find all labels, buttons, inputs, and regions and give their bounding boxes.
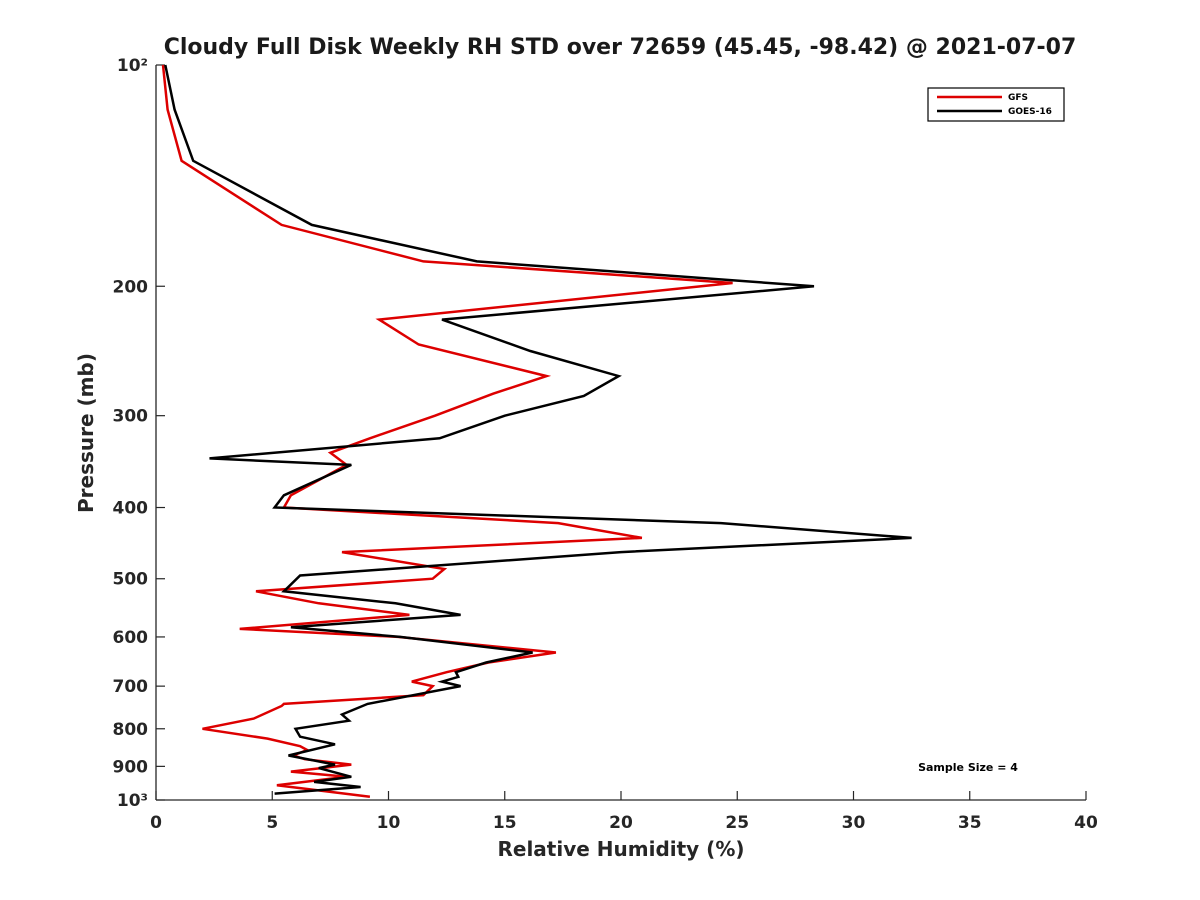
y-tick-label: 700	[113, 677, 149, 697]
x-ticks: 0 5 10 15 20 25 30 35 40	[150, 791, 1098, 833]
y-tick-label: 600	[113, 628, 149, 648]
y-tick-label: 300	[113, 407, 149, 427]
y-tick-label: 10³	[117, 791, 148, 811]
series-line-gfs	[161, 64, 733, 799]
x-tick-label: 40	[1074, 813, 1098, 833]
series-layer	[161, 64, 912, 799]
y-tick-label: 800	[113, 720, 149, 740]
legend-label-goes16: GOES-16	[1008, 107, 1052, 117]
x-tick-label: 15	[493, 813, 517, 833]
y-tick-label: 900	[113, 757, 149, 777]
legend: GFS GOES-16	[927, 87, 1065, 122]
x-tick-label: 20	[609, 813, 633, 833]
y-tick-label: 10²	[117, 56, 148, 76]
y-ticks: 10² 200 300 400 500 600 700 800 900 10³	[113, 56, 165, 811]
plot-area: 0 5 10 15 20 25 30 35 40 10² 200 300 400 500 600 700 80…	[113, 56, 1098, 833]
x-tick-label: 25	[725, 813, 749, 833]
series-line-goes16	[164, 64, 912, 795]
y-axis-label: Pressure (mb)	[74, 353, 98, 513]
y-tick-label: 500	[113, 570, 149, 590]
x-tick-label: 0	[150, 813, 162, 833]
y-tick-label: 200	[113, 277, 149, 297]
x-tick-label: 30	[842, 813, 866, 833]
sample-size-annotation: Sample Size = 4	[918, 761, 1018, 774]
x-tick-label: 5	[266, 813, 278, 833]
legend-label-gfs: GFS	[1008, 93, 1028, 103]
legend-box	[927, 87, 1065, 122]
chart-title: Cloudy Full Disk Weekly RH STD over 7265…	[164, 35, 1077, 60]
y-tick-label: 400	[113, 499, 149, 519]
x-tick-label: 35	[958, 813, 982, 833]
x-axis-label: Relative Humidity (%)	[497, 837, 744, 861]
x-tick-label: 10	[377, 813, 401, 833]
